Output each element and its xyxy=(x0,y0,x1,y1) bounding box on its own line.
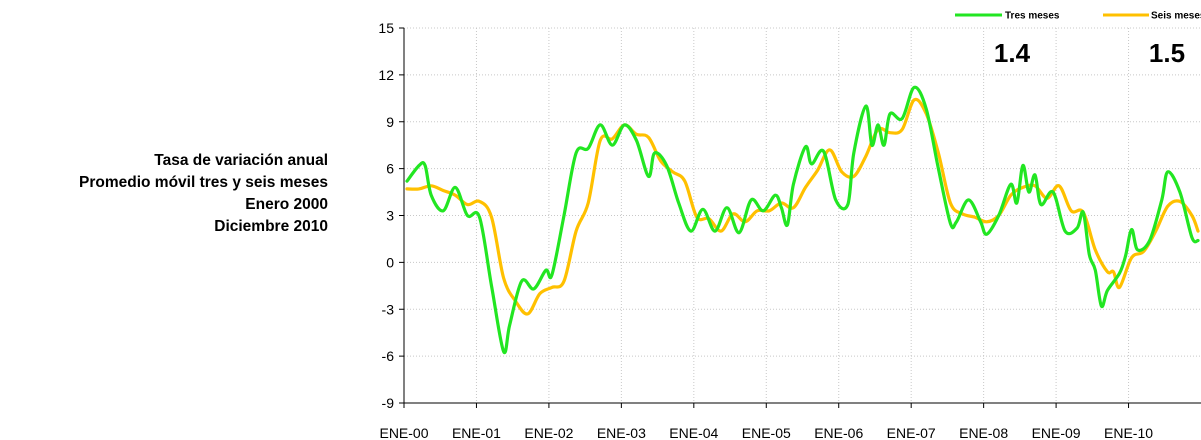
x-tick-label: ENE-02 xyxy=(524,425,573,440)
series-line-tres-meses xyxy=(405,85,1200,355)
legend: Tres meses 1.4 Seis meses 1.5 xyxy=(955,11,1201,68)
y-tick-label: 6 xyxy=(386,161,394,177)
y-tick-label: -6 xyxy=(382,348,395,364)
latest-value-seis-meses: 1.5 xyxy=(1149,38,1185,68)
latest-value-tres-meses: 1.4 xyxy=(994,38,1031,68)
x-tick-label: ENE-06 xyxy=(814,425,863,440)
x-tick-label: ENE-04 xyxy=(669,425,718,440)
y-tick-label: 3 xyxy=(386,208,394,224)
y-tick-label: 15 xyxy=(378,20,394,36)
y-tick-label: 0 xyxy=(386,254,394,270)
x-tick-label: ENE-05 xyxy=(742,425,791,440)
y-tick-label: -3 xyxy=(382,301,395,317)
x-tick-label: ENE-00 xyxy=(379,425,428,440)
x-tick-label: ENE-03 xyxy=(597,425,646,440)
axes: 15 12 9 6 3 0 -3 -6 -9 ENE-00 ENE-01 ENE-02 ENE-03 EN… xyxy=(378,20,1201,440)
side-title-line-2: Promedio móvil tres y seis meses xyxy=(79,174,328,191)
side-title-line-1: Tasa de variación anual xyxy=(154,152,328,169)
chart-side-title: Tasa de variación anual Promedio móvil t… xyxy=(0,150,328,238)
y-tick-label: 12 xyxy=(378,67,394,83)
grid xyxy=(404,27,1201,403)
side-title-line-3: Enero 2000 xyxy=(245,196,328,213)
legend-label-seis-meses: Seis meses xyxy=(1151,11,1201,22)
y-tick-label: -9 xyxy=(382,395,395,411)
x-tick-label: ENE-01 xyxy=(452,425,501,440)
x-tick-label: ENE-07 xyxy=(887,425,936,440)
x-tick-label: ENE-09 xyxy=(1032,425,1081,440)
x-tick-label: ENE-10 xyxy=(1104,425,1153,440)
legend-label-tres-meses: Tres meses xyxy=(1005,11,1060,22)
side-title-line-4: Diciembre 2010 xyxy=(214,218,328,235)
y-tick-label: 9 xyxy=(386,114,394,130)
series-lines xyxy=(405,85,1200,355)
x-tick-label: ENE-08 xyxy=(959,425,1008,440)
